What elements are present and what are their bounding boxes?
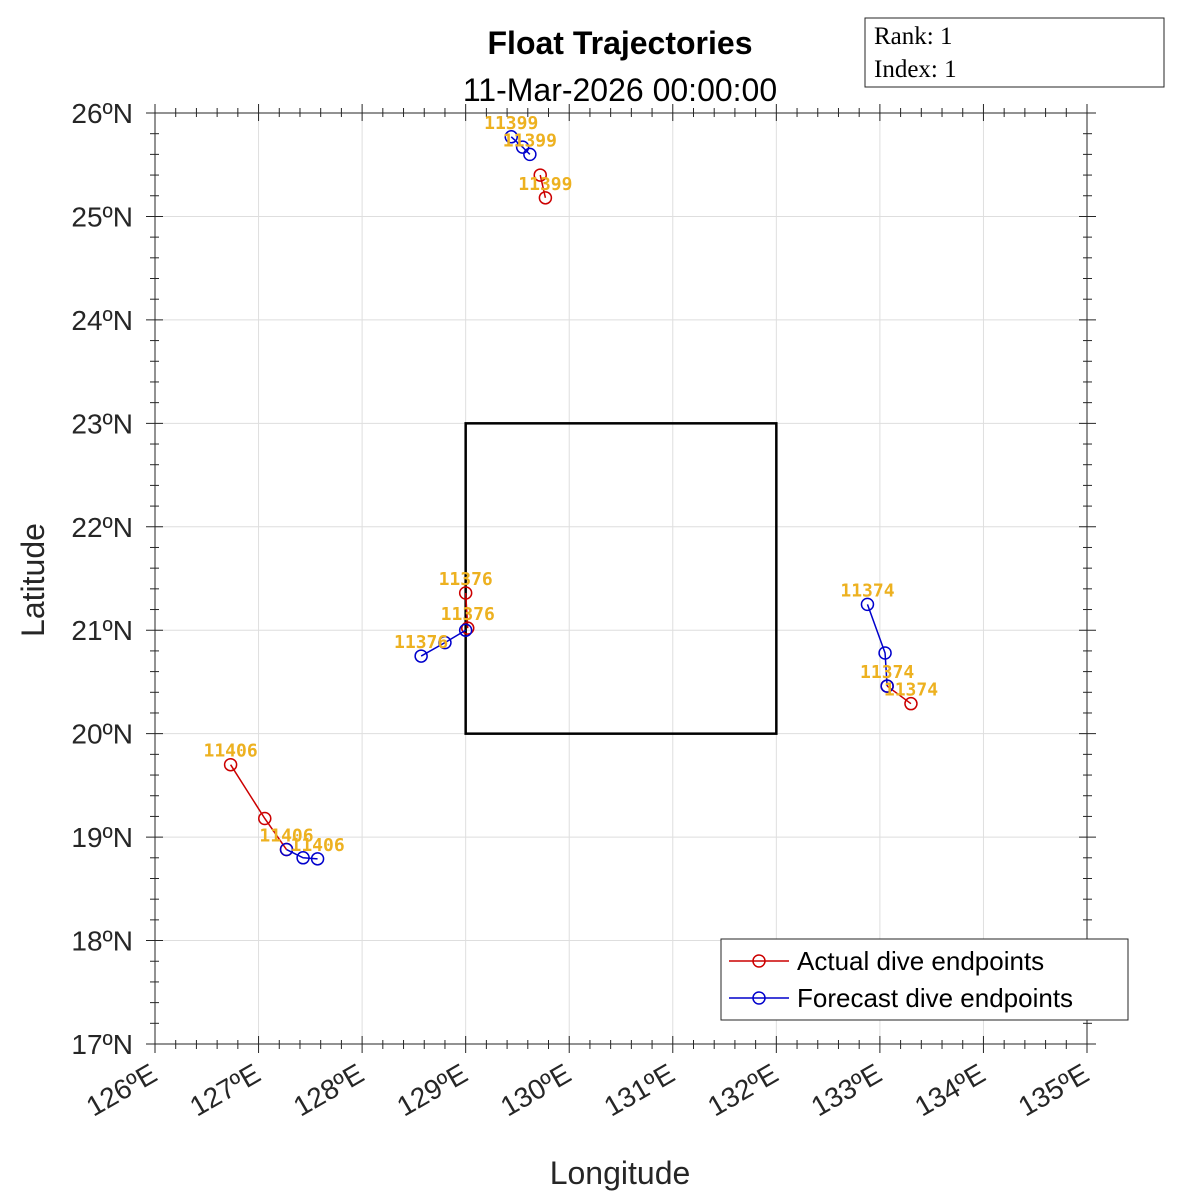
float-label-11406: 11406 bbox=[204, 741, 258, 762]
x-tick-label: 131ºE bbox=[599, 1058, 680, 1123]
info-box: Rank: 1 Index: 1 bbox=[864, 17, 1165, 88]
y-tick-label: 20ºN bbox=[71, 719, 133, 750]
y-tick-label: 21ºN bbox=[71, 615, 133, 646]
forecast-track-11374 bbox=[866, 604, 888, 687]
float-label-11376: 11376 bbox=[441, 604, 495, 625]
actual-track-11374 bbox=[886, 685, 912, 705]
forecast-point-11399 bbox=[515, 140, 530, 154]
forecast-point-11406 bbox=[310, 852, 325, 866]
forecast-point-11376 bbox=[458, 623, 473, 637]
info-index: Index: 1 bbox=[874, 56, 957, 83]
forecast-point-11374 bbox=[860, 597, 875, 612]
float-label-11374: 11374 bbox=[860, 662, 914, 683]
legend-actual-marker bbox=[752, 954, 766, 968]
float-label-11374: 11374 bbox=[884, 680, 938, 701]
x-tick-label: 128ºE bbox=[288, 1058, 369, 1123]
legend-forecast-label: Forecast dive endpoints bbox=[797, 983, 1073, 1013]
region-box-layer bbox=[464, 422, 778, 735]
forecast-track-11376 bbox=[420, 629, 467, 657]
actual-point-11399 bbox=[533, 168, 547, 182]
forecast-point-11406 bbox=[296, 851, 310, 865]
x-tick-label: 126ºE bbox=[81, 1058, 162, 1123]
x-tick-label: 133ºE bbox=[806, 1058, 887, 1123]
actual-point-11406 bbox=[223, 757, 238, 772]
grid bbox=[154, 112, 1088, 1045]
float-labels-layer: 1140611406114061137611376113761137411374… bbox=[204, 113, 939, 856]
x-tick-label: 135ºE bbox=[1013, 1058, 1094, 1123]
chart-subtitle: 11-Mar-2026 00:00:00 bbox=[463, 72, 777, 108]
y-tick-label: 26ºN bbox=[71, 98, 133, 129]
y-tick-label: 17ºN bbox=[71, 1029, 133, 1060]
actual-point-11376 bbox=[458, 586, 473, 600]
y-tick-label: 18ºN bbox=[71, 926, 133, 957]
forecast-point-11399 bbox=[504, 130, 518, 144]
y-tick-label: 24ºN bbox=[71, 305, 133, 336]
x-tick-label: 134ºE bbox=[909, 1058, 990, 1123]
actual-track-11406 bbox=[229, 764, 288, 850]
float-label-11406: 11406 bbox=[290, 835, 344, 856]
forecast-track-11399 bbox=[510, 136, 531, 155]
y-tick-label: 23ºN bbox=[71, 408, 133, 439]
x-tick-label: 130ºE bbox=[495, 1058, 576, 1123]
actual-point-11374 bbox=[904, 696, 918, 711]
y-tick-label: 25ºN bbox=[71, 201, 133, 232]
x-tick-label: 129ºE bbox=[392, 1058, 473, 1123]
chart-title: Float Trajectories bbox=[488, 25, 753, 61]
forecast-point-11374 bbox=[878, 646, 892, 660]
forecast-point-11406 bbox=[279, 842, 294, 857]
legend: Actual dive endpoints Forecast dive endp… bbox=[720, 938, 1129, 1021]
legend-frame bbox=[720, 938, 1129, 1021]
y-tick-label: 22ºN bbox=[71, 512, 133, 543]
float-label-11376: 11376 bbox=[439, 569, 493, 590]
float-label-11399: 11399 bbox=[518, 174, 572, 195]
info-rank: Rank: 1 bbox=[874, 23, 952, 50]
y-tick-label: 19ºN bbox=[71, 822, 133, 853]
forecast-point-11374 bbox=[880, 679, 894, 693]
actual-track-11399 bbox=[539, 174, 547, 198]
actual-point-11399 bbox=[538, 191, 553, 205]
region-box bbox=[464, 422, 778, 735]
actual-point-11376 bbox=[460, 621, 475, 635]
float-label-11399: 11399 bbox=[503, 130, 557, 151]
forecast-point-11399 bbox=[523, 147, 537, 162]
float-label-11376: 11376 bbox=[394, 632, 448, 653]
forecast-point-11376 bbox=[414, 649, 428, 663]
y-axis-label: Latitude bbox=[15, 523, 51, 637]
float-label-11374: 11374 bbox=[840, 580, 894, 601]
series-layer bbox=[223, 130, 918, 866]
float-label-11399: 11399 bbox=[484, 113, 538, 134]
x-tick-label: 132ºE bbox=[702, 1058, 783, 1123]
actual-point-11406 bbox=[258, 811, 272, 826]
forecast-point-11376 bbox=[438, 635, 452, 650]
float-label-11406: 11406 bbox=[259, 826, 313, 847]
legend-actual-label: Actual dive endpoints bbox=[797, 946, 1044, 976]
x-tick-label: 127ºE bbox=[185, 1058, 266, 1123]
x-axis-label: Longitude bbox=[550, 1155, 691, 1191]
legend-forecast-marker bbox=[752, 991, 766, 1005]
info-box-frame bbox=[864, 17, 1165, 88]
plot-area-frame bbox=[154, 112, 1088, 1045]
